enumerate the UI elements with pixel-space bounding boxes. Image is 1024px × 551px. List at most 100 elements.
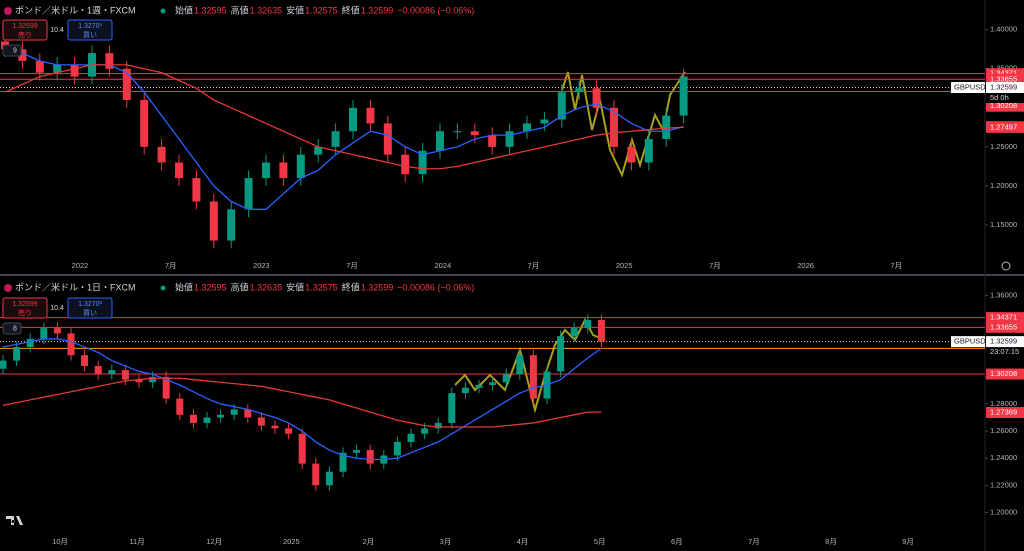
ohlc-label: 終値 [342,4,360,15]
collapse-count: 9 [13,47,17,54]
candle-body [627,146,636,163]
price-tag [986,407,1024,419]
candle-body [262,162,270,179]
ohlc-value: 1.32575 [305,5,338,15]
ohlc-label: 高値 [231,281,249,292]
x-tick-label: 2025 [283,537,300,546]
candle-body [26,338,34,348]
candle-body [401,154,410,175]
candle-body [296,154,305,179]
ohlc-value: 1.32635 [250,5,283,15]
drawing-zigzag [561,71,686,178]
candle-body [349,107,357,132]
candle-body [217,414,225,418]
candle-body [279,162,288,179]
candle-body [331,131,340,147]
candle-body [175,162,183,179]
x-tick-label: 9月 [902,537,914,546]
candle-body [314,146,323,155]
x-tick-label: 11月 [129,537,144,546]
candle-body [325,471,333,486]
buy-button[interactable] [67,297,113,319]
candle-body [393,441,401,456]
x-tick-label: 3月 [440,537,452,546]
chart-title: ポンド／米ドル・1週・FXCM [15,4,136,15]
x-tick-label: 7月 [528,261,540,270]
candle-body [489,382,497,385]
price-tag-label: 1.30208 [990,101,1017,110]
y-tick-label: 1.15000 [990,220,1017,229]
x-tick-label: 7月 [346,261,358,270]
candle-body [584,319,592,329]
candle-body [67,333,75,356]
candle-body [189,414,197,423]
x-tick-label: 7月 [748,537,760,546]
collapse-button[interactable] [2,322,22,335]
ohlc-value: 1.32599 [361,282,394,292]
y-tick-label: 1.36000 [990,291,1017,300]
ohlc-label: 始値 [175,4,193,15]
moving-average [2,377,602,428]
candle-body [597,319,605,342]
candle-body [257,417,265,426]
x-tick-label: 2026 [797,261,814,270]
ohlc-label: 安値 [286,4,304,15]
symbol-tag [951,82,985,94]
sell-button[interactable] [2,19,48,41]
candle-body [488,135,497,147]
symbol-label: GBPUSD [954,82,986,91]
candle-body [679,76,688,116]
buy-label: 買い [83,309,97,317]
price-tag [986,312,1024,324]
candle-body [383,123,392,155]
candle-body [40,328,48,339]
candle-body [53,64,62,73]
spread: 10.4 [50,305,64,312]
y-tick-label: 1.22000 [990,480,1017,489]
price-tag-label: 1.33655 [990,74,1017,83]
last-price-tag [986,82,1024,94]
spread: 10.4 [50,27,64,34]
last-price-tag [986,336,1024,348]
sell-button[interactable] [2,297,48,319]
buy-label: 買い [83,31,97,39]
moving-average [4,44,684,210]
x-tick-label: 8月 [825,537,837,546]
sell-label: 売り [18,30,32,39]
countdown-label: 5d 0h [990,93,1009,102]
change-value: −0.00086 (−0.06%) [397,5,474,15]
candle-body [366,107,375,124]
candle-body [421,428,429,434]
countdown-bg [986,347,1024,358]
candle-body [140,100,149,147]
y-tick-label: 1.25000 [990,142,1017,151]
candle-body [18,49,27,61]
candle-body [70,64,79,77]
candle-body [407,433,415,442]
x-tick-label: 7月 [890,261,902,270]
x-tick-label: 4月 [517,537,529,546]
buy-price: 1.3270³ [78,301,102,308]
ohlc-label: 安値 [286,281,304,292]
axes: 1.150001.200001.250001.300001.350001.400… [2,4,1024,546]
chart-title: ポンド／米ドル・1日・FXCM [15,281,136,292]
buy-price: 1.3270³ [78,23,102,30]
candle-body [53,328,61,334]
y-tick-label: 1.26000 [990,426,1017,435]
ohlc-value: 1.32575 [305,282,338,292]
y-tick-label: 1.20000 [990,507,1017,516]
price-tag [986,368,1024,380]
logo [6,516,23,525]
candle-body [35,60,44,73]
candle-body [312,463,320,486]
price-tag-label: 1.34371 [990,313,1017,322]
buy-button[interactable] [67,19,113,41]
collapse-button[interactable] [2,44,22,57]
candle-body [244,178,253,210]
ohlc-label: 始値 [175,281,193,292]
countdown-label: 23:07:15 [990,347,1019,356]
clock-icon[interactable] [1001,261,1011,271]
candle-body [149,376,157,383]
candle-body [502,374,510,383]
last-price-label: 1.32599 [990,337,1017,346]
